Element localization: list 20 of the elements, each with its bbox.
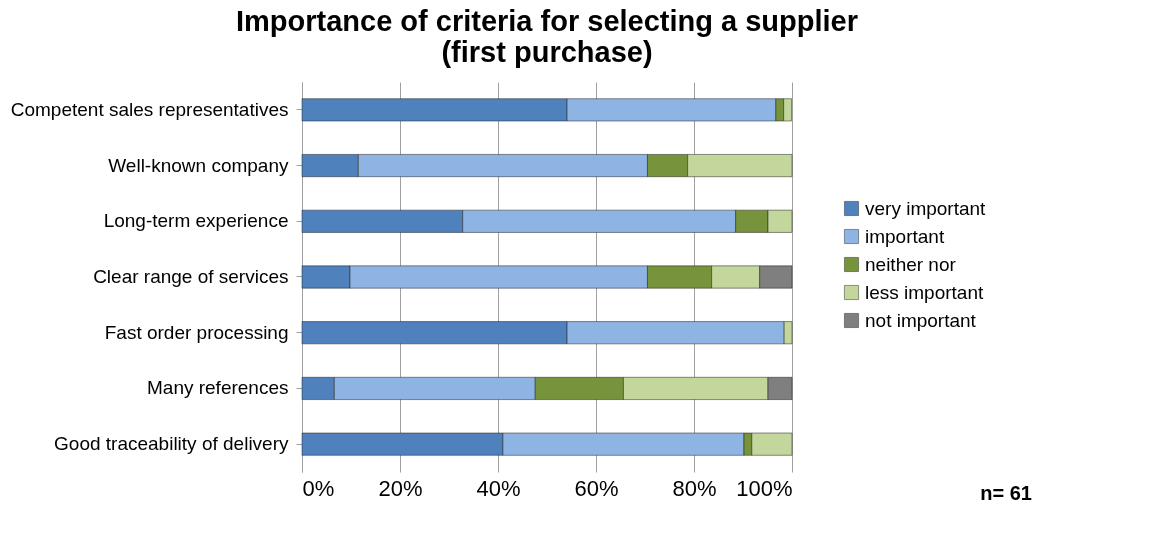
y-tick-label: Many references [146,377,289,399]
x-tick-label: 100% [736,475,793,501]
legend-label: very important [865,197,987,219]
legend-label: important [865,225,945,247]
x-tick-label: 20% [378,475,423,501]
x-tick-label: 0% [302,475,335,501]
text: n= 61 [980,482,1032,504]
y-tick-label: Clear range of services [93,266,289,287]
y-tick-label: Well-known company [108,154,289,176]
x-tick-label: 40% [476,475,521,501]
y-tick-label: Long-term experience [103,210,289,232]
y-tick-label: Good traceability of delivery [54,433,289,455]
y-tick-label: Competent sales representatives [10,98,289,120]
x-tick-label: 80% [672,475,717,501]
chart-title: Importance of criteria for selecting a supplier (first purchase) [235,5,859,68]
legend-label: not important [865,309,977,331]
legend-label: less important [865,281,984,303]
y-tick-label: Fast order processing [104,321,289,343]
legend-label: neither nor [865,253,957,275]
x-tick-label: 60% [574,475,619,501]
